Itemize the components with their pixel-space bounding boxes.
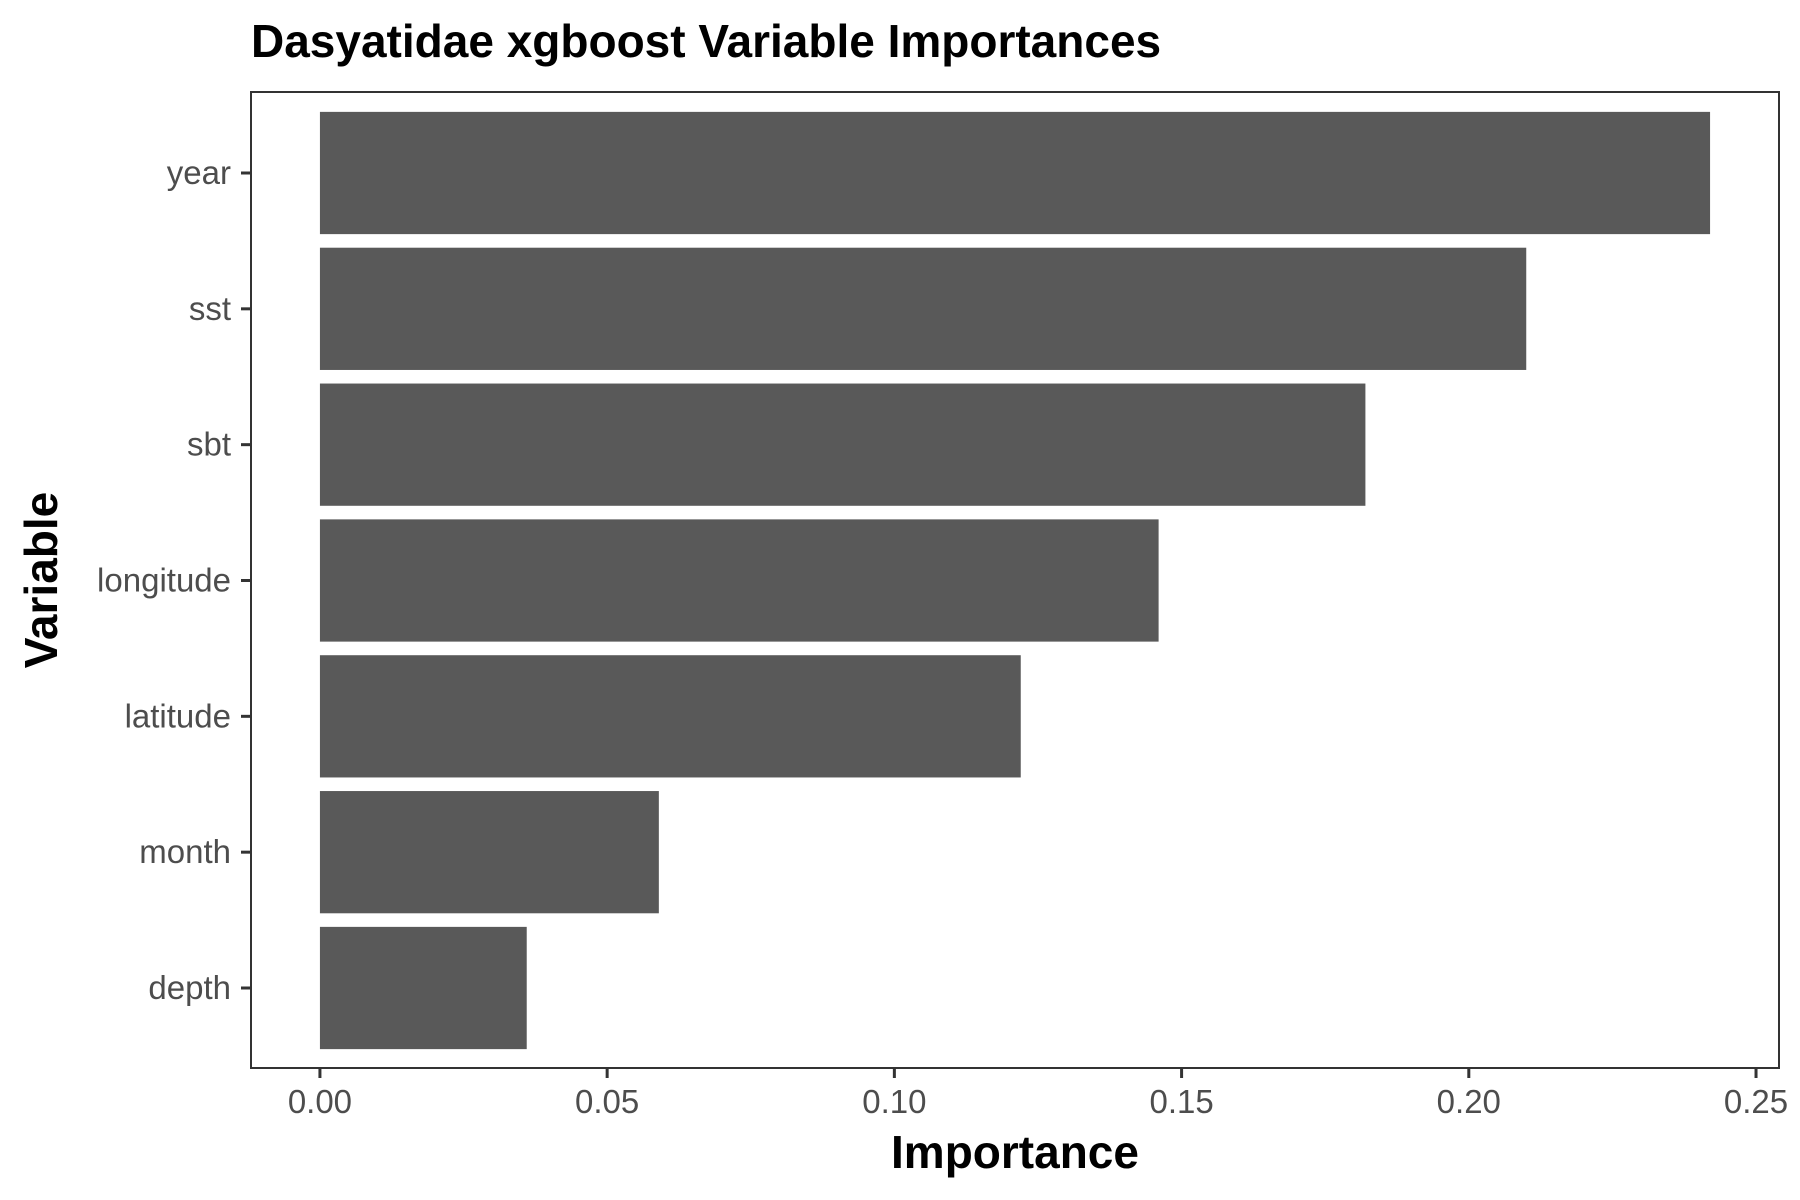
y-tick-label-year: year: [167, 154, 231, 191]
y-tick-label-sst: sst: [189, 290, 231, 327]
y-tick-label-longitude: longitude: [97, 562, 231, 599]
bar-latitude: [319, 655, 1021, 778]
bar-depth: [319, 926, 527, 1050]
x-tick-label: 0.05: [575, 1083, 639, 1120]
bars-layer: [319, 111, 1711, 1050]
x-tick-label: 0.15: [1149, 1083, 1213, 1120]
y-axis: year sst sbt longitude latitude month depth: [97, 154, 251, 1006]
x-axis: 0.00 0.05 0.10 0.15 0.20 0.25: [288, 1068, 1788, 1120]
y-tick-label-latitude: latitude: [125, 697, 231, 734]
chart-title: Dasyatidae xgboost Variable Importances: [251, 15, 1162, 67]
bar-longitude: [319, 519, 1159, 642]
y-axis-title: Variable: [15, 492, 67, 668]
y-tick-label-sbt: sbt: [187, 426, 231, 463]
bar-year: [319, 111, 1711, 235]
x-axis-title: Importance: [891, 1126, 1139, 1178]
x-tick-label: 0.00: [288, 1083, 352, 1120]
y-tick-label-month: month: [139, 833, 231, 870]
bar-month: [319, 791, 659, 914]
x-tick-label: 0.10: [862, 1083, 926, 1120]
x-tick-label: 0.25: [1724, 1083, 1788, 1120]
y-tick-label-depth: depth: [148, 969, 231, 1006]
bar-sbt: [319, 383, 1366, 506]
x-tick-label: 0.20: [1437, 1083, 1501, 1120]
bar-sst: [319, 247, 1527, 370]
